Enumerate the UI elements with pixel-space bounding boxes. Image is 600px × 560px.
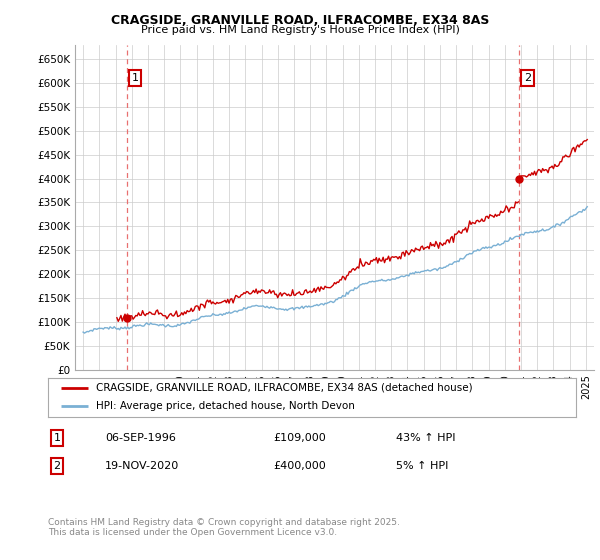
Text: CRAGSIDE, GRANVILLE ROAD, ILFRACOMBE, EX34 8AS: CRAGSIDE, GRANVILLE ROAD, ILFRACOMBE, EX… <box>111 14 489 27</box>
Text: HPI: Average price, detached house, North Devon: HPI: Average price, detached house, Nort… <box>95 401 355 411</box>
Text: £109,000: £109,000 <box>273 433 326 443</box>
Text: 19-NOV-2020: 19-NOV-2020 <box>105 461 179 471</box>
Text: 1: 1 <box>131 73 139 83</box>
Text: 2: 2 <box>524 73 531 83</box>
Text: 5% ↑ HPI: 5% ↑ HPI <box>396 461 448 471</box>
Text: 2: 2 <box>53 461 61 471</box>
Text: 06-SEP-1996: 06-SEP-1996 <box>105 433 176 443</box>
Text: 1: 1 <box>53 433 61 443</box>
Text: CRAGSIDE, GRANVILLE ROAD, ILFRACOMBE, EX34 8AS (detached house): CRAGSIDE, GRANVILLE ROAD, ILFRACOMBE, EX… <box>95 383 472 393</box>
Text: Contains HM Land Registry data © Crown copyright and database right 2025.
This d: Contains HM Land Registry data © Crown c… <box>48 518 400 538</box>
Text: Price paid vs. HM Land Registry's House Price Index (HPI): Price paid vs. HM Land Registry's House … <box>140 25 460 35</box>
Text: 43% ↑ HPI: 43% ↑ HPI <box>396 433 455 443</box>
Text: £400,000: £400,000 <box>273 461 326 471</box>
